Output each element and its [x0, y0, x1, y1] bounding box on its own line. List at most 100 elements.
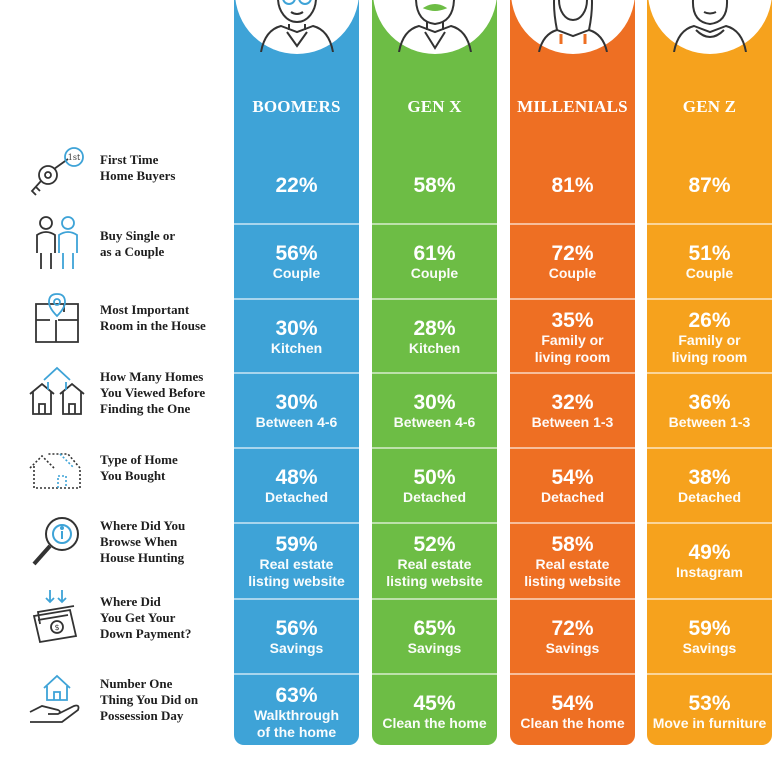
- stat-caption: Savings: [269, 640, 324, 656]
- stat-percent: 81%: [551, 173, 594, 197]
- stat-percent: 26%: [688, 308, 731, 332]
- row-divider: [372, 447, 497, 449]
- stat-cell: 59% Real estate listing website: [234, 524, 359, 598]
- stat-percent: 36%: [688, 391, 731, 414]
- row-divider: [510, 223, 635, 225]
- column-genx: GEN X 58% 61% Couple 28% Kitchen 30% Between 4…: [372, 0, 497, 745]
- stat-cell: 54% Clean the home: [510, 675, 635, 745]
- row-divider: [372, 598, 497, 600]
- stat-caption: Savings: [407, 640, 462, 656]
- row-divider: [647, 447, 772, 449]
- stat-percent: 32%: [551, 391, 594, 414]
- row-label-important-room: Most Important Room in the House: [100, 302, 206, 333]
- stat-percent: 56%: [275, 617, 318, 640]
- stat-caption: Clean the home: [520, 715, 625, 731]
- row-label-down-payment: Where Did You Get Your Down Payment?: [100, 594, 192, 641]
- stat-cell: 48% Detached: [234, 449, 359, 523]
- column-boomers: BOOMERS 22% 56% Couple 30% Kitchen 30% Between…: [234, 0, 359, 745]
- row-divider: [234, 522, 359, 524]
- stat-percent: 30%: [275, 391, 318, 414]
- stat-percent: 30%: [275, 317, 318, 340]
- stat-caption: Between 4-6: [255, 414, 338, 430]
- column-title: MILLENIALS: [517, 97, 628, 116]
- stat-cell: 45% Clean the home: [372, 675, 497, 745]
- row-divider: [234, 372, 359, 374]
- stat-caption: Detached: [677, 489, 742, 505]
- stat-cell: 72% Couple: [510, 225, 635, 299]
- row-divider: [234, 447, 359, 449]
- stat-percent: 58%: [413, 173, 456, 197]
- row-divider: [372, 673, 497, 675]
- row-label-single-couple: Buy Single or as a Couple: [100, 228, 176, 259]
- stat-cell: 58% Real estate listing website: [510, 524, 635, 598]
- stat-caption: Between 1-3: [531, 414, 614, 430]
- stat-cell: 26% Family or living room: [647, 300, 772, 374]
- stat-cell: 63% Walkthrough of the home: [234, 675, 359, 745]
- stat-percent: 54%: [551, 692, 594, 715]
- stat-cell: 22%: [234, 148, 359, 222]
- avatar-boomers: [234, 0, 359, 54]
- stat-cell: 61% Couple: [372, 225, 497, 299]
- stat-cell: 30% Between 4-6: [234, 374, 359, 448]
- svg-text:$: $: [54, 623, 59, 632]
- row-divider: [647, 522, 772, 524]
- stat-caption: Real estate: [397, 555, 472, 572]
- row-label-home-type: Type of Home You Bought: [100, 452, 178, 483]
- stat-cell: 54% Detached: [510, 449, 635, 523]
- row-divider: [510, 522, 635, 524]
- column-genz: GEN Z 87% 51% Couple 26% Family or living roo…: [647, 0, 772, 745]
- stat-cell: 28% Kitchen: [372, 300, 497, 374]
- stat-cell: 65% Savings: [372, 600, 497, 674]
- stat-cell: 32% Between 1-3: [510, 374, 635, 448]
- row-divider: [510, 598, 635, 600]
- stat-percent: 72%: [551, 242, 594, 265]
- stat-percent: 61%: [413, 242, 456, 265]
- stat-caption: living room: [671, 348, 748, 365]
- stat-percent: 48%: [275, 466, 318, 489]
- stat-percent: 38%: [688, 466, 731, 489]
- stat-caption: Walkthrough: [253, 706, 340, 723]
- stat-cell: 30% Kitchen: [234, 300, 359, 374]
- stat-caption: Clean the home: [382, 715, 487, 731]
- stat-percent: 59%: [275, 532, 318, 556]
- stat-cell: 81%: [510, 148, 635, 222]
- stat-cell: 52% Real estate listing website: [372, 524, 497, 598]
- stat-cell: 50% Detached: [372, 449, 497, 523]
- stat-percent: 58%: [551, 532, 594, 556]
- stat-percent: 56%: [275, 242, 318, 265]
- stat-caption: Couple: [410, 265, 459, 281]
- stat-percent: 50%: [413, 466, 456, 489]
- stat-percent: 30%: [413, 391, 456, 414]
- row-divider: [372, 298, 497, 300]
- stat-caption: Couple: [272, 265, 321, 281]
- stat-cell: 56% Couple: [234, 225, 359, 299]
- stat-percent: 53%: [688, 692, 731, 715]
- hand-house-icon: [29, 674, 80, 723]
- grandpa-glasses-icon: [259, 0, 334, 52]
- stat-percent: 63%: [275, 683, 318, 707]
- column-title: GEN Z: [682, 97, 737, 116]
- column-millenials: MILLENIALS 81% 72% Couple 35% Family or livin…: [510, 0, 635, 745]
- row-divider: [510, 372, 635, 374]
- avatar-millenials: [510, 0, 635, 54]
- stat-caption: listing website: [386, 572, 483, 589]
- row-divider: [647, 223, 772, 225]
- stat-caption: Detached: [402, 489, 467, 505]
- magnifier-info-icon: [32, 517, 79, 566]
- man-mustache-icon: [397, 0, 472, 52]
- column-title: BOOMERS: [252, 97, 341, 116]
- stat-percent: 87%: [688, 173, 731, 197]
- stat-cell: 56% Savings: [234, 600, 359, 674]
- stat-percent: 49%: [688, 541, 731, 564]
- stat-cell: 72% Savings: [510, 600, 635, 674]
- stat-cell: 30% Between 4-6: [372, 374, 497, 448]
- stat-caption: Kitchen: [270, 340, 323, 356]
- stat-caption: Between 4-6: [393, 414, 476, 430]
- row-divider: [647, 372, 772, 374]
- row-label-browse: Where Did You Browse When House Hunting: [100, 518, 186, 565]
- row-divider: [234, 298, 359, 300]
- svg-text:1st: 1st: [68, 153, 81, 162]
- stat-caption: Instagram: [676, 564, 743, 580]
- stat-percent: 35%: [551, 308, 594, 332]
- stat-caption: Family or: [541, 331, 604, 348]
